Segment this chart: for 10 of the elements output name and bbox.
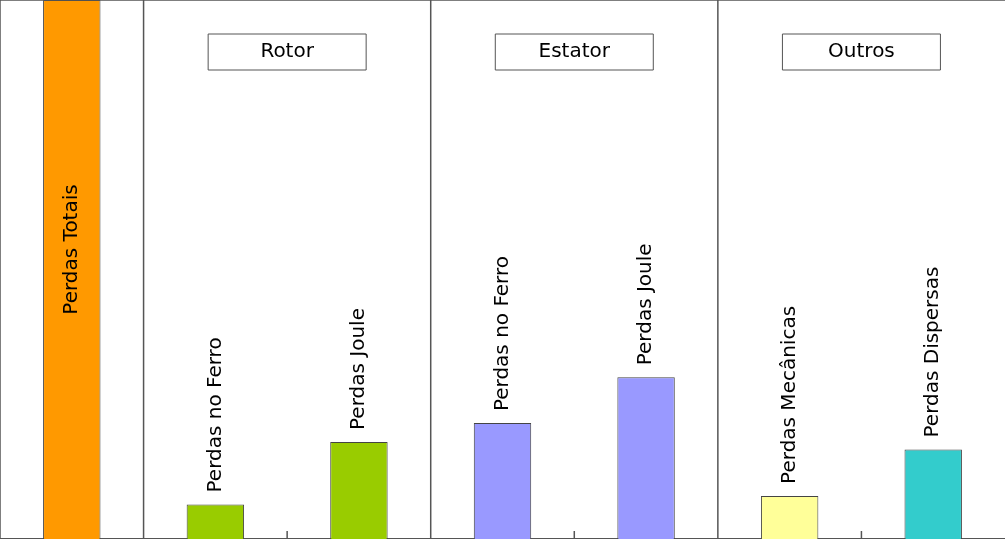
x-tick-label: Perdas Totais xyxy=(57,184,82,315)
x-tick-label: Perdas no Ferro xyxy=(488,255,513,412)
x-tick-label: Perdas no Ferro xyxy=(201,337,226,493)
annotation: Rotor xyxy=(260,38,315,63)
x-tick-label: Perdas Mecânicas xyxy=(775,305,800,484)
x-tick-label: Perdas Dispersas xyxy=(919,266,944,438)
x-tick-label: Perdas Joule xyxy=(345,308,370,430)
annotation: Outros xyxy=(828,38,895,63)
x-tick-label: Perdas Joule xyxy=(632,243,657,366)
annotation: Estator xyxy=(538,38,611,63)
